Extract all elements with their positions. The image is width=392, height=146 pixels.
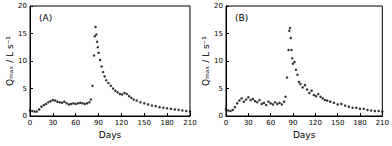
svg-text:Qₘₐₓ / L s⁻¹: Qₘₐₓ / L s⁻¹ xyxy=(5,36,15,86)
svg-text:90: 90 xyxy=(289,119,298,127)
svg-text:210: 210 xyxy=(376,119,389,127)
svg-text:180: 180 xyxy=(160,119,173,127)
svg-text:(B): (B) xyxy=(235,13,248,23)
svg-text:150: 150 xyxy=(138,119,151,127)
svg-text:30: 30 xyxy=(244,119,253,127)
svg-text:(A): (A) xyxy=(39,13,52,23)
svg-text:0: 0 xyxy=(23,112,27,120)
svg-text:0: 0 xyxy=(28,119,32,127)
svg-text:20: 20 xyxy=(18,2,27,10)
svg-text:120: 120 xyxy=(115,119,128,127)
svg-text:120: 120 xyxy=(309,119,322,127)
svg-text:60: 60 xyxy=(266,119,275,127)
svg-text:0: 0 xyxy=(219,112,223,120)
svg-text:5: 5 xyxy=(23,85,27,93)
svg-text:10: 10 xyxy=(18,57,27,65)
svg-text:210: 210 xyxy=(183,119,196,127)
svg-text:150: 150 xyxy=(331,119,344,127)
svg-text:30: 30 xyxy=(48,119,57,127)
svg-text:Days: Days xyxy=(99,130,122,140)
svg-text:0: 0 xyxy=(224,119,228,127)
svg-text:180: 180 xyxy=(353,119,366,127)
svg-text:5: 5 xyxy=(219,85,223,93)
svg-text:Days: Days xyxy=(293,130,316,140)
svg-text:90: 90 xyxy=(94,119,103,127)
svg-text:15: 15 xyxy=(18,30,27,38)
svg-text:Qₘₐₓ / L s⁻¹: Qₘₐₓ / L s⁻¹ xyxy=(201,36,211,86)
svg-text:60: 60 xyxy=(71,119,80,127)
svg-text:10: 10 xyxy=(214,57,223,65)
svg-text:20: 20 xyxy=(214,2,223,10)
svg-text:15: 15 xyxy=(214,30,223,38)
